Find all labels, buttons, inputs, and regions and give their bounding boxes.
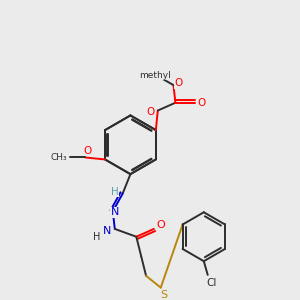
Text: Cl: Cl [206,278,217,288]
Text: S: S [160,290,167,300]
Text: methyl: methyl [139,71,171,80]
Text: CH₃: CH₃ [141,73,158,82]
Text: O: O [83,146,92,156]
Text: CH₃: CH₃ [50,153,67,162]
Text: H: H [111,187,119,197]
Text: O: O [174,78,182,88]
Text: N: N [103,226,111,236]
Text: H: H [94,232,101,242]
Text: O: O [198,98,206,108]
Text: O: O [147,107,155,118]
Text: O: O [156,220,165,230]
Text: N: N [111,207,119,217]
